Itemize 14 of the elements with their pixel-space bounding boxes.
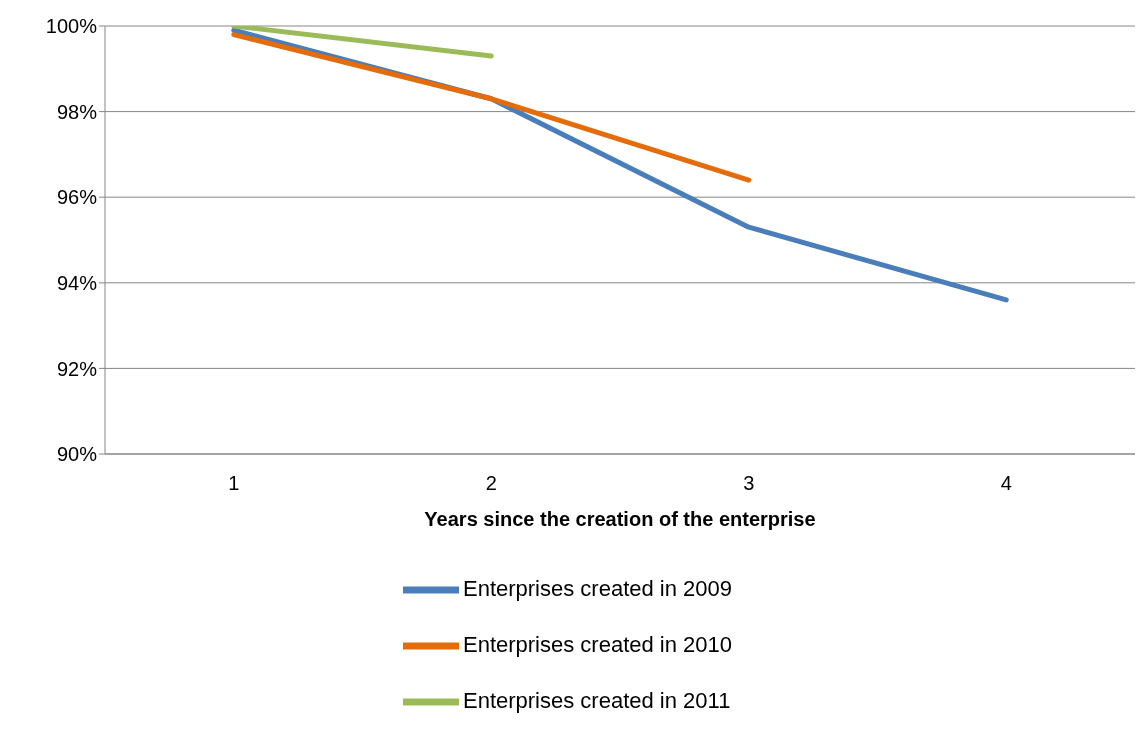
x-tick-label: 3	[743, 472, 755, 495]
y-tick-label: 94%	[56, 271, 98, 294]
legend-label: Enterprises created in 2010	[462, 631, 733, 657]
y-tick-label: 92%	[56, 357, 98, 380]
x-axis-title: Years since the creation of the enterprise	[424, 508, 816, 530]
y-tick-label: 90%	[56, 443, 98, 466]
y-tick-label: 96%	[56, 186, 98, 209]
x-tick-label: 1	[228, 472, 240, 495]
y-tick-label: 98%	[56, 100, 98, 123]
legend-label: Enterprises created in 2009	[462, 575, 733, 601]
x-tick-label: 4	[1000, 472, 1012, 495]
y-tick-label: 100%	[45, 15, 98, 38]
legend-label: Enterprises created in 2011	[462, 687, 731, 713]
x-tick-label: 2	[485, 472, 497, 495]
